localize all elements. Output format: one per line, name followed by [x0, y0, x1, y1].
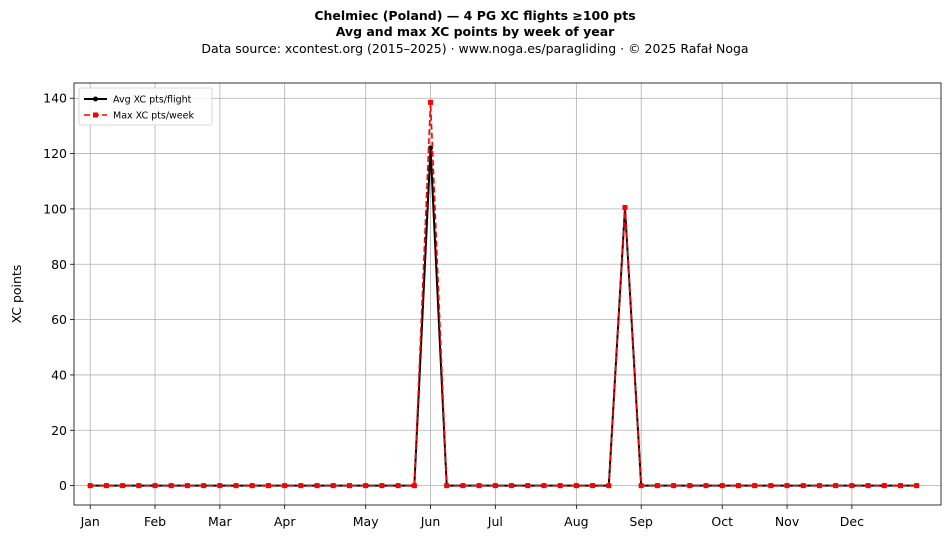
data-point — [784, 483, 790, 489]
data-point — [233, 483, 239, 489]
legend-items: Avg XC pts/flight Max XC pts/week — [84, 95, 194, 122]
data-point — [671, 483, 677, 489]
x-tick-label: Apr — [274, 514, 296, 529]
data-point — [444, 483, 450, 489]
data-point — [735, 483, 741, 489]
data-point — [184, 483, 190, 489]
legend-marker — [93, 96, 98, 102]
y-tick-label: 0 — [59, 478, 67, 493]
data-point — [395, 483, 401, 489]
data-point — [201, 483, 207, 489]
legend-label: Max XC pts/week — [113, 111, 194, 122]
data-point — [298, 483, 304, 489]
data-point — [622, 205, 628, 211]
data-point — [881, 483, 887, 489]
data-point — [509, 483, 515, 489]
data-point — [428, 99, 434, 105]
x-tick-label: Mar — [208, 514, 232, 529]
y-tick-label: 140 — [43, 91, 67, 106]
data-point — [363, 483, 369, 489]
data-point — [217, 483, 223, 489]
data-point — [541, 483, 547, 489]
data-point — [492, 483, 498, 489]
y-tick-label: 80 — [51, 257, 67, 272]
grid — [74, 83, 941, 505]
plot-frame — [73, 82, 942, 506]
data-point — [265, 483, 271, 489]
data-point — [152, 483, 158, 489]
data-point — [411, 483, 417, 489]
data-point — [103, 483, 109, 489]
data-point — [346, 483, 352, 489]
data-point — [120, 483, 126, 489]
data-point — [816, 483, 822, 489]
x-tick-label: Aug — [564, 514, 588, 529]
data-point — [282, 483, 288, 489]
data-point — [87, 483, 93, 489]
data-point — [314, 483, 320, 489]
data-point — [752, 483, 758, 489]
series-max — [87, 99, 920, 489]
data-point — [379, 483, 385, 489]
data-point — [897, 483, 903, 489]
data-point — [606, 483, 612, 489]
data-point — [849, 483, 855, 489]
data-point — [638, 483, 644, 489]
y-tick-label: 20 — [51, 423, 67, 438]
x-tick-label: May — [353, 514, 379, 529]
x-tick-label: Nov — [775, 514, 800, 529]
y-tick-label: 120 — [43, 146, 67, 161]
data-point — [590, 483, 596, 489]
data-point — [865, 483, 871, 489]
x-tick-label: Dec — [840, 514, 864, 529]
data-point — [687, 483, 693, 489]
x-tick-label: Jul — [487, 514, 503, 529]
series-avg — [87, 145, 920, 489]
chart-titles: Chelmiec (Poland) — 4 PG XC flights ≥100… — [0, 8, 950, 57]
x-tick-label: Oct — [711, 514, 733, 529]
data-point — [330, 483, 336, 489]
data-point — [719, 483, 725, 489]
data-point — [249, 483, 255, 489]
legend-marker — [93, 112, 98, 118]
data-point — [703, 483, 709, 489]
legend: Avg XC pts/flight Max XC pts/week — [78, 87, 213, 126]
x-tick-label: Feb — [144, 514, 166, 529]
series-line — [90, 147, 917, 487]
chart-title: Chelmiec (Poland) — 4 PG XC flights ≥100… — [314, 8, 636, 23]
legend-label: Avg XC pts/flight — [113, 95, 192, 106]
y-tick-label: 60 — [51, 312, 67, 327]
y-tick-label: 40 — [51, 367, 67, 382]
data-source-line: Data source: xcontest.org (2015–2025) · … — [201, 41, 749, 56]
data-point — [136, 483, 142, 489]
series-line — [90, 101, 917, 487]
data-point — [525, 483, 531, 489]
x-tick-label: Jan — [80, 514, 100, 529]
data-point — [557, 483, 563, 489]
y-tick-label: 100 — [43, 201, 67, 216]
data-point — [833, 483, 839, 489]
y-axis-label: XC points — [9, 265, 24, 324]
data-point — [476, 483, 482, 489]
data-point — [768, 483, 774, 489]
x-tick-label: Sep — [629, 514, 653, 529]
series-layer — [87, 99, 920, 489]
data-point — [168, 483, 174, 489]
data-point — [573, 483, 579, 489]
data-point — [654, 483, 660, 489]
axis-ticks: Jan Feb Mar Apr May Jun Jul Aug Sep Oct Nov Dec 0 20 4… — [43, 91, 864, 529]
chart-subtitle: Avg and max XC points by week of year — [335, 24, 615, 39]
x-tick-label: Jun — [420, 514, 441, 529]
data-point — [800, 483, 806, 489]
data-point — [914, 483, 920, 489]
data-point — [460, 483, 466, 489]
legend-box — [78, 87, 213, 126]
